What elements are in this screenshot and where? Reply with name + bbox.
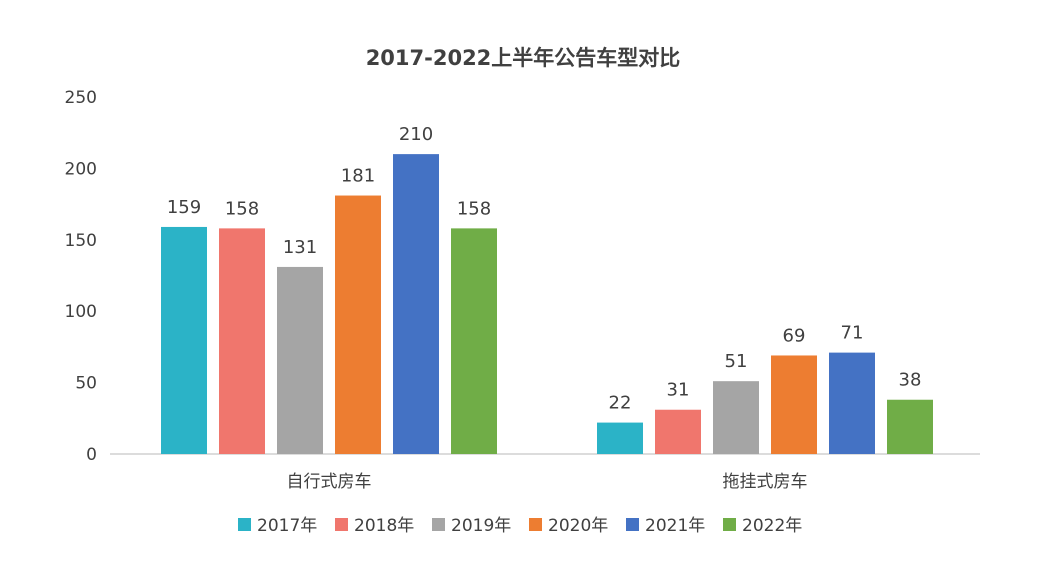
y-axis-ticks: 0 50 100 150 200 250 xyxy=(65,88,97,465)
bar xyxy=(393,154,439,454)
bar xyxy=(219,228,265,454)
legend-label: 2021年 xyxy=(645,516,705,536)
bar xyxy=(713,381,759,454)
legend-label: 2018年 xyxy=(354,516,414,536)
bar xyxy=(597,422,643,454)
legend-swatch xyxy=(238,518,251,531)
bars xyxy=(161,154,933,455)
bar xyxy=(277,266,323,454)
data-labels: 159 158 131 181 210 158 22 31 51 69 71 38 xyxy=(167,124,922,413)
data-label: 31 xyxy=(667,380,690,401)
data-label: 159 xyxy=(167,197,201,218)
y-tick-label: 50 xyxy=(75,374,97,394)
data-label: 158 xyxy=(457,198,491,219)
bar xyxy=(887,399,933,454)
legend-swatch xyxy=(723,518,736,531)
bar xyxy=(161,226,207,454)
category-labels: 自行式房车 拖挂式房车 xyxy=(287,472,808,492)
data-label: 71 xyxy=(841,323,864,344)
x-category-label: 自行式房车 xyxy=(287,472,372,492)
legend-label: 2019年 xyxy=(451,516,511,536)
x-category-label: 拖挂式房车 xyxy=(723,472,808,492)
y-tick-label: 250 xyxy=(65,88,97,108)
legend-swatch xyxy=(335,518,348,531)
bar xyxy=(451,228,497,454)
legend-label: 2020年 xyxy=(548,516,608,536)
y-tick-label: 200 xyxy=(65,159,97,179)
bar xyxy=(655,409,701,454)
y-tick-label: 0 xyxy=(86,445,97,465)
y-tick-label: 150 xyxy=(65,231,97,251)
data-label: 158 xyxy=(225,198,259,219)
bar xyxy=(335,195,381,455)
bar xyxy=(771,355,817,454)
y-tick-label: 100 xyxy=(65,302,97,322)
legend-label: 2017年 xyxy=(257,516,317,536)
legend-swatch xyxy=(529,518,542,531)
legend-label: 2022年 xyxy=(742,516,802,536)
legend-swatch xyxy=(626,518,639,531)
chart-title: 2017-2022上半年公告车型对比 xyxy=(366,46,681,70)
legend: 2017年 2018年 2019年 2020年 2021年 2022年 xyxy=(238,516,802,536)
data-label: 131 xyxy=(283,237,317,258)
data-label: 38 xyxy=(899,370,922,391)
legend-swatch xyxy=(432,518,445,531)
bar xyxy=(829,352,875,454)
data-label: 210 xyxy=(399,124,433,145)
data-label: 22 xyxy=(609,393,632,414)
data-label: 181 xyxy=(341,166,375,187)
data-label: 69 xyxy=(783,325,806,346)
data-label: 51 xyxy=(725,351,748,372)
